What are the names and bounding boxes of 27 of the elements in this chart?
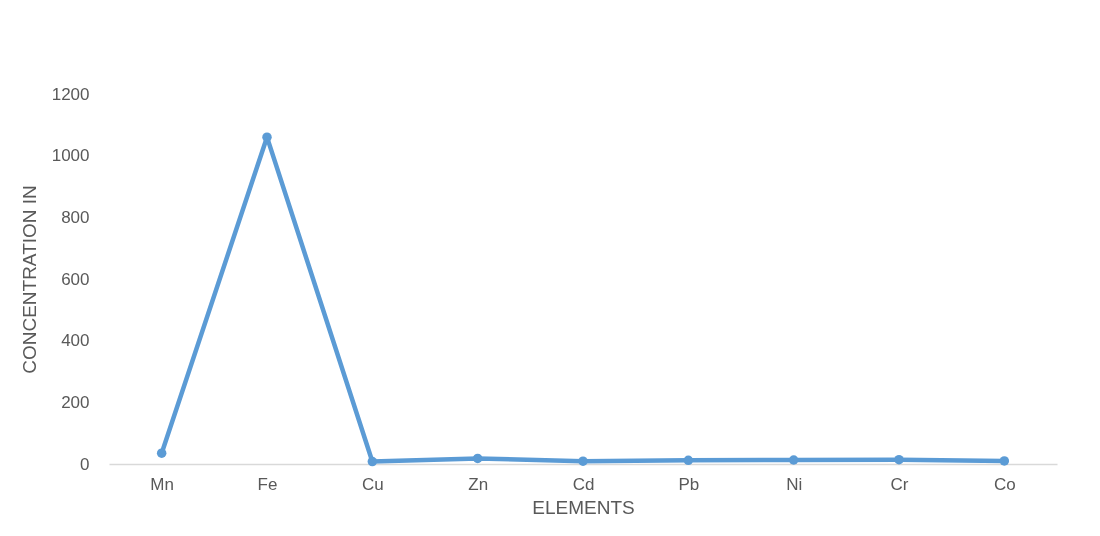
y-tick-label: 600 xyxy=(61,269,90,289)
x-tick-label: Pb xyxy=(678,474,700,494)
point xyxy=(578,456,588,466)
y-tick-label: 200 xyxy=(61,392,90,412)
y-tick-label: 1000 xyxy=(51,146,90,166)
x-axis-title: ELEMENTS xyxy=(532,496,635,518)
x-tick-label: Cr xyxy=(890,474,909,494)
y-axis-title: CONCENTRATION IN xyxy=(18,185,40,374)
y-tick-label: 0 xyxy=(80,454,90,474)
point xyxy=(894,454,904,465)
x-tick-label: Zn xyxy=(468,474,489,494)
point xyxy=(683,455,694,466)
x-tick-label: Co xyxy=(993,474,1016,494)
point xyxy=(262,132,272,142)
y-tick-label: 400 xyxy=(61,331,90,351)
point xyxy=(156,448,167,458)
point xyxy=(999,456,1010,466)
x-tick-label: Mn xyxy=(150,474,174,494)
x-tick-label: Cu xyxy=(361,474,384,494)
x-tick-label: Cd xyxy=(572,474,595,494)
x-tick-label: Fe xyxy=(257,474,278,494)
point xyxy=(788,455,799,465)
point xyxy=(367,456,378,467)
point xyxy=(472,453,483,464)
y-tick-label: 1200 xyxy=(51,84,90,104)
x-tick-label: Ni xyxy=(786,474,803,494)
y-tick-label: 800 xyxy=(61,207,90,227)
